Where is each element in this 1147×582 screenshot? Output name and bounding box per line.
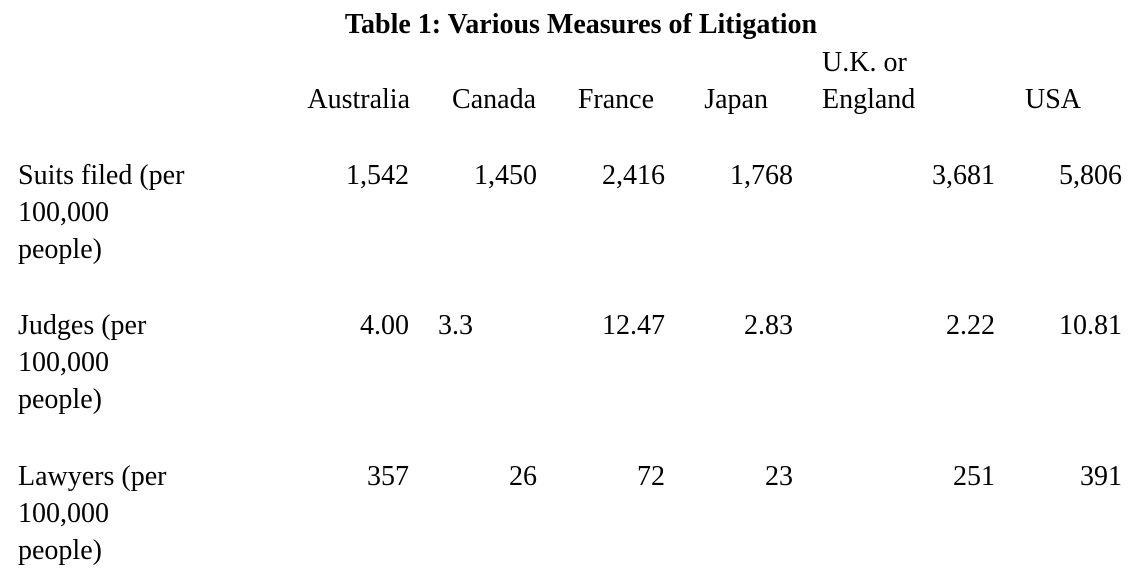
table-cell: 3.3 [438,310,473,341]
column-header: France [577,84,654,115]
table-cell: 2.22 [946,310,995,341]
table-cell: 357 [367,461,409,492]
table-cell: 3,681 [932,160,995,191]
column-header: USA [1025,84,1082,115]
table-cell: 2.83 [744,310,793,341]
table-cell: 5,806 [1059,160,1122,191]
table-cell: 12.47 [602,310,665,341]
table-cell: 2,416 [602,160,665,191]
row-label: Judges (per 100,000 people) [18,310,147,415]
table-cell: 391 [1080,461,1122,492]
column-header: Canada [452,84,536,115]
table-cell: 10.81 [1059,310,1122,341]
column-header: U.K. or England [822,47,916,115]
table-cell: 72 [637,461,665,492]
row-label: Lawyers (per 100,000 people) [18,461,167,566]
table-cell: 1,542 [346,160,409,191]
column-header: Australia [307,84,410,115]
table-cell: 251 [953,461,995,492]
table-cell: 23 [765,461,793,492]
table-cell: 1,450 [474,160,537,191]
table-title: Table 1: Various Measures of Litigation [344,9,818,40]
table-cell: 26 [509,461,537,492]
row-label: Suits filed (per 100,000 people) [18,160,185,265]
column-header: Japan [704,84,768,115]
table-cell: 4.00 [360,310,409,341]
table-cell: 1,768 [730,160,793,191]
